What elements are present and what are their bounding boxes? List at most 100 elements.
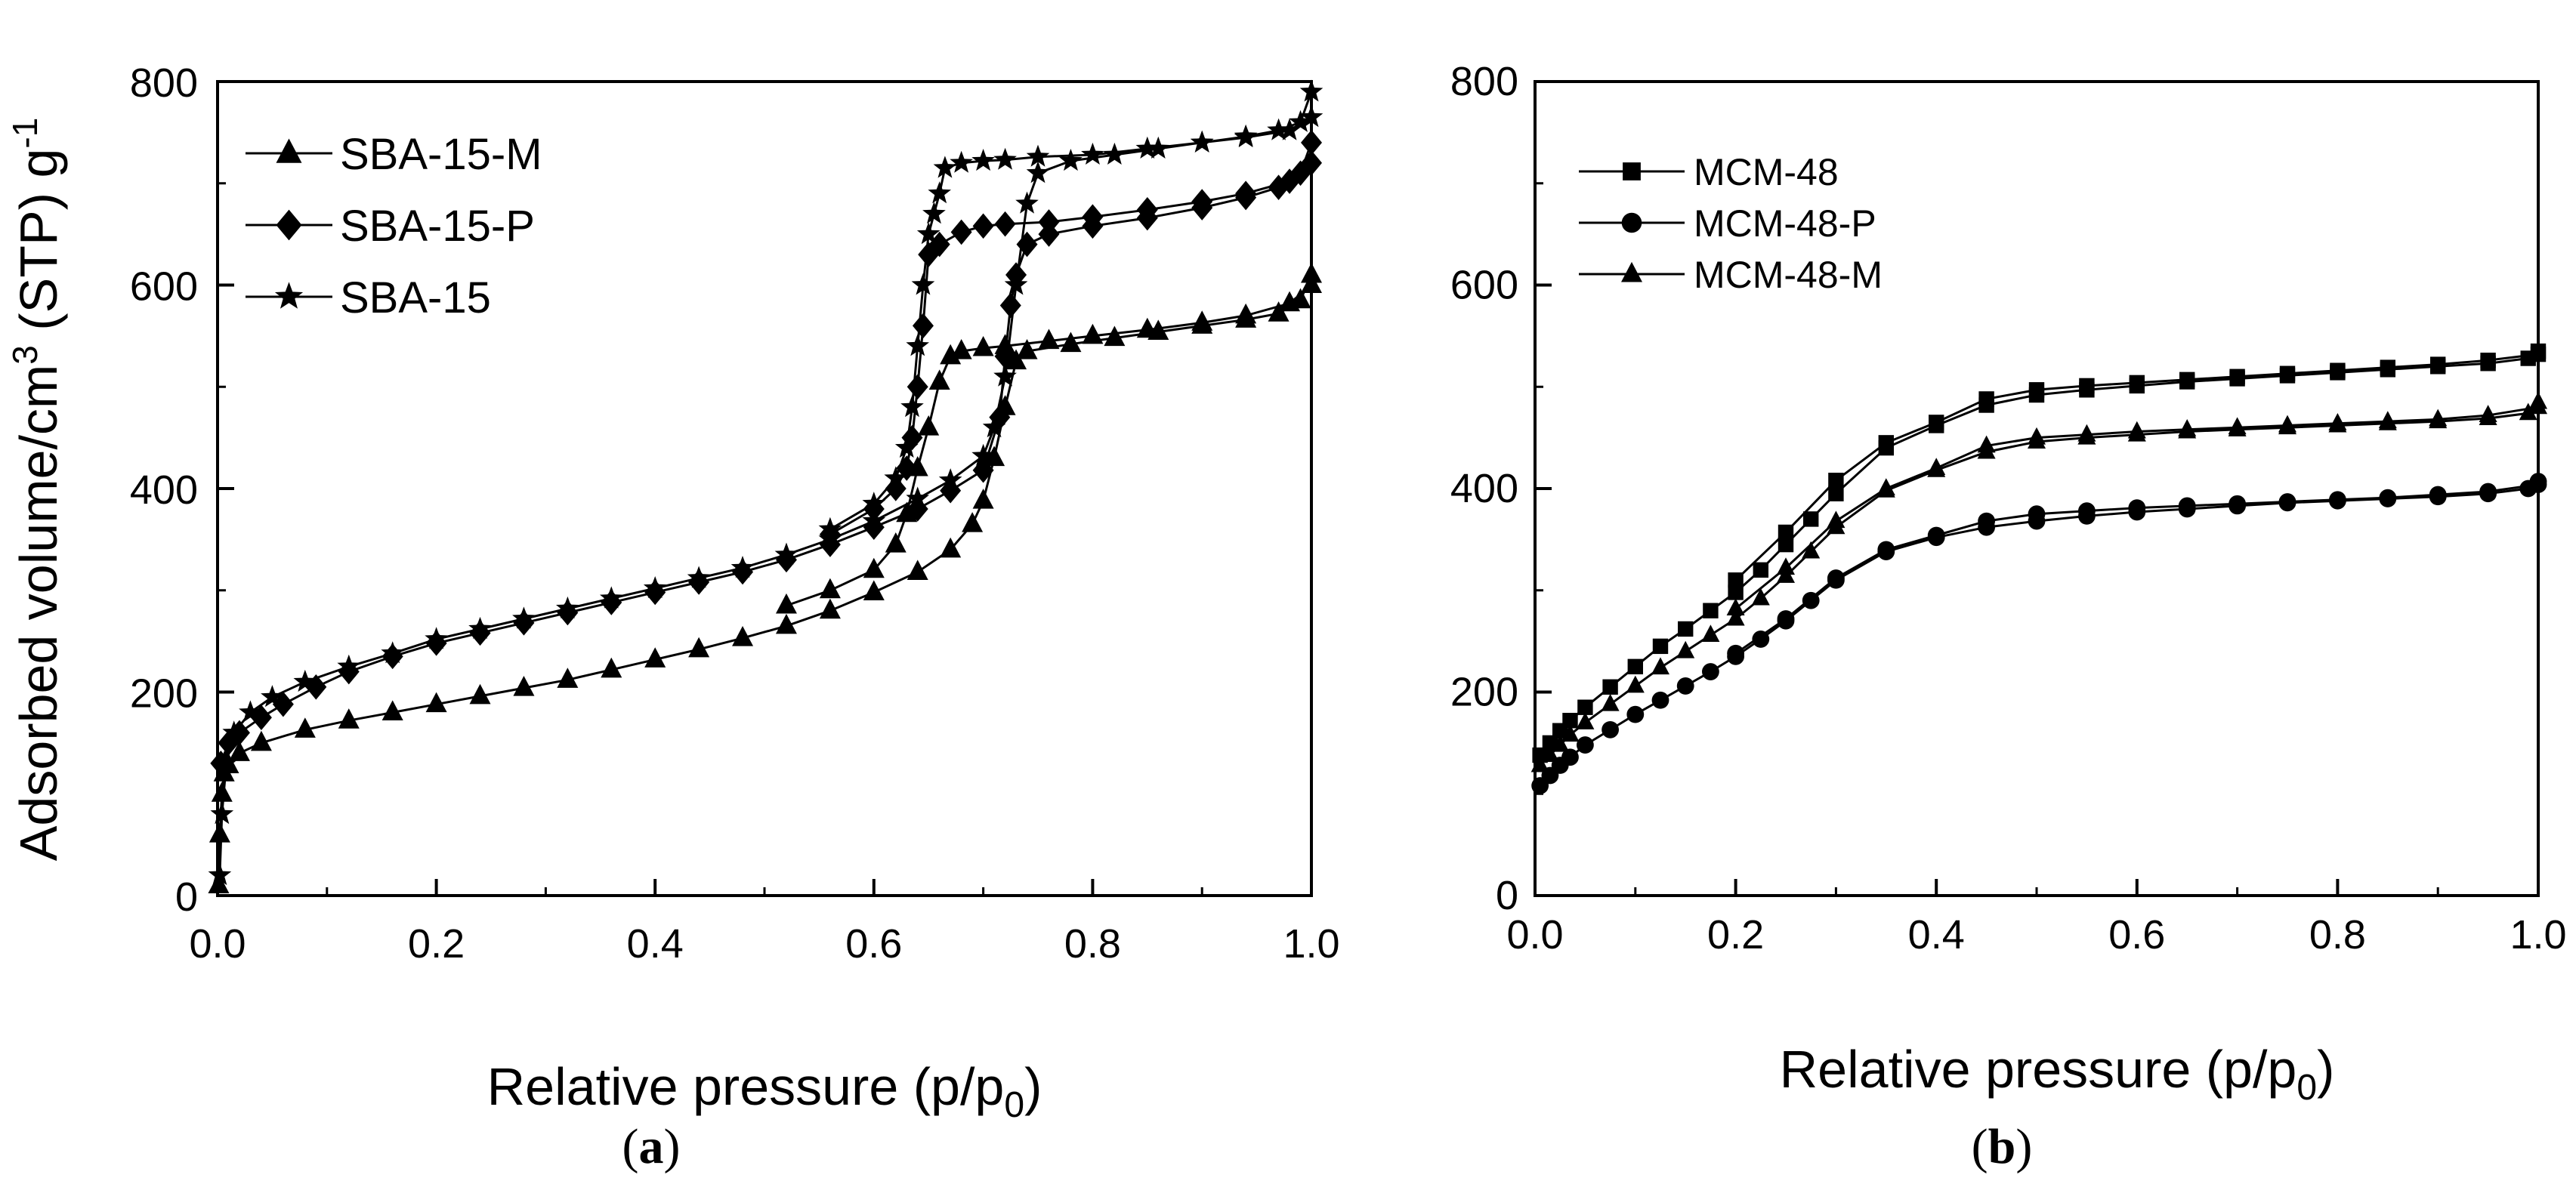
mcm-48-desorption-point (2129, 375, 2145, 391)
legend-marker-mcm-48 (1623, 162, 1641, 180)
mcm-48-p-adsorption-point (1651, 691, 1669, 709)
panel-a-ticks-layer: 0.0 0.2 0.4 0.6 0.8 1.0 0 200 400 600 800 (130, 60, 1340, 967)
mcm-48-m-desorption-point (2278, 415, 2296, 433)
panel-b-label: (b) (1972, 1119, 2033, 1174)
legend-label-mcm-48-m: MCM-48-M (1694, 254, 1883, 296)
sba-15-p-desorption-point (907, 374, 928, 400)
sba-15-desorption-point (950, 150, 973, 173)
mcm-48-p-adsorption-point (1577, 736, 1594, 754)
sba-15-p-desorption-point (994, 211, 1016, 237)
legend-label-sba-15-p: SBA-15-P (340, 202, 535, 251)
y-tick-label: 600 (1450, 263, 1518, 308)
sba-15-m-adsorption-point (1016, 338, 1038, 359)
mcm-48-m-adsorption-point (1540, 745, 1559, 763)
sba-15-adsorption-point (468, 616, 492, 639)
sba-15-adsorption-point (993, 364, 1017, 387)
sba-15-desorption-point (993, 147, 1017, 170)
mcm-48-m-desorption-point (1726, 598, 1745, 616)
mcm-48-m-desorption-point (1977, 435, 1996, 453)
y-tick-label: 800 (130, 60, 198, 106)
series-mcm-48-p (1531, 473, 2547, 794)
sba-15-m-adsorption-point (940, 537, 962, 558)
sba-15-p-desorption-point (1082, 204, 1104, 230)
legend-label-sba-15-m: SBA-15-M (340, 130, 542, 179)
sba-15-m-adsorption-point (732, 625, 754, 646)
mcm-48-adsorption-line (1539, 350, 2539, 756)
sba-15-desorption-point (818, 516, 842, 539)
mcm-48-desorption-point (2079, 378, 2095, 394)
sba-15-adsorption-point (938, 468, 962, 491)
mcm-48-adsorption-point (1562, 713, 1578, 729)
sba-15-adsorption-point (1026, 161, 1050, 183)
panel-b-ticks-layer: 0.0 0.2 0.4 0.6 0.8 1.0 0 200 400 600 800 (1450, 59, 2567, 957)
sba-15-m-adsorption-point (962, 512, 984, 532)
mcm-48-m-adsorption-point (1676, 640, 1695, 658)
mcm-48-adsorption-point (1577, 699, 1593, 715)
sba-15-p-desorption-point (918, 242, 940, 267)
panel-a-y-axis-title: Adsorbed volume/cm3 (STP) g-1 (5, 118, 68, 862)
sba-15-m-adsorption-point (208, 822, 230, 843)
mcm-48-desorption-point (2028, 382, 2045, 398)
sba-15-adsorption-point (293, 669, 317, 692)
sba-15-desorption-point (1277, 118, 1302, 140)
legend-marker-mcm-48-p (1621, 212, 1642, 233)
mcm-48-m-adsorption-line (1539, 401, 2540, 766)
sba-15-adsorption-point (239, 700, 262, 723)
mcm-48-desorption-point (1728, 572, 1744, 588)
sba-15-m-adsorption-point (1104, 325, 1126, 347)
mcm-48-adsorption-point (1753, 562, 1768, 578)
sba-15-adsorption-point (381, 641, 404, 664)
sba-15-m-adsorption-line (217, 274, 1313, 886)
panel-a-label: (a) (622, 1119, 681, 1174)
mcm-48-m-desorption-point (2077, 424, 2096, 442)
sba-15-p-desorption-point (901, 424, 923, 451)
sba-15-desorption-point (894, 436, 919, 458)
sba-15-p-desorption-point (950, 219, 972, 245)
sba-15-p-desorption-point (912, 313, 934, 339)
mcm-48-desorption-point (2480, 353, 2496, 368)
sba-15-p-adsorption-point (972, 457, 994, 483)
mcm-48-m-desorption-point (1827, 510, 1846, 529)
x-tick-label: 0.6 (2108, 912, 2165, 957)
sba-15-adsorption-point (906, 486, 929, 509)
sba-15-m-desorption-point (1279, 291, 1301, 312)
sba-15-m-adsorption-point (775, 613, 797, 634)
legend-label-mcm-48: MCM-48 (1694, 151, 1839, 193)
mcm-48-p-desorption-point (2078, 502, 2096, 520)
sba-15-m-adsorption-point (972, 489, 994, 509)
mcm-48-m-adsorption-point (1601, 693, 1620, 711)
sba-15-m-adsorption-point (907, 560, 928, 580)
sba-15-m-adsorption-point (294, 717, 316, 738)
panel-a-x-axis-title: Relative pressure (p/p0) (487, 1057, 1042, 1125)
sba-15-m-desorption-point (972, 335, 994, 356)
mcm-48-p-desorption-point (2028, 505, 2046, 523)
mcm-48-desorption-point (2279, 365, 2296, 381)
mcm-48-p-desorption-point (2278, 493, 2296, 510)
mcm-48-m-desorption-point (2228, 417, 2247, 435)
sba-15-desorption-point (1135, 136, 1160, 159)
mcm-48-m-adsorption-point (1802, 541, 1821, 559)
sba-15-m-adsorption-point (688, 637, 710, 658)
sba-15-adsorption-point (687, 566, 711, 588)
sba-15-m-adsorption-point (819, 598, 841, 619)
mcm-48-m-desorption-point (2479, 405, 2497, 422)
mcm-48-m-desorption-point (2127, 421, 2146, 439)
sba-15-m-desorption-point (1235, 303, 1257, 324)
mcm-48-p-adsorption-point (1602, 720, 1620, 739)
sba-15-adsorption-point (222, 720, 246, 743)
panel-a-legend: SBA-15-M SBA-15-P SBA-15 (246, 130, 542, 322)
sba-15-p-desorption-point (1279, 168, 1301, 194)
mcm-48-adsorption-point (1627, 658, 1643, 675)
y-tick-label: 400 (130, 467, 198, 513)
x-tick-label: 0.8 (1064, 921, 1121, 967)
panel-b-plot-frame (1534, 80, 2540, 897)
mcm-48-m-adsorption-point (1576, 712, 1595, 729)
sba-15-m-adsorption-point (1268, 301, 1290, 322)
sba-15-m-adsorption-point (250, 730, 272, 751)
sba-15-adsorption-point (210, 802, 234, 825)
sba-15-m-desorption-point (863, 557, 885, 578)
mcm-48-p-desorption-point (1978, 512, 1996, 530)
mcm-48-adsorption-point (1678, 621, 1694, 637)
mcm-48-desorption-point (2330, 362, 2346, 378)
